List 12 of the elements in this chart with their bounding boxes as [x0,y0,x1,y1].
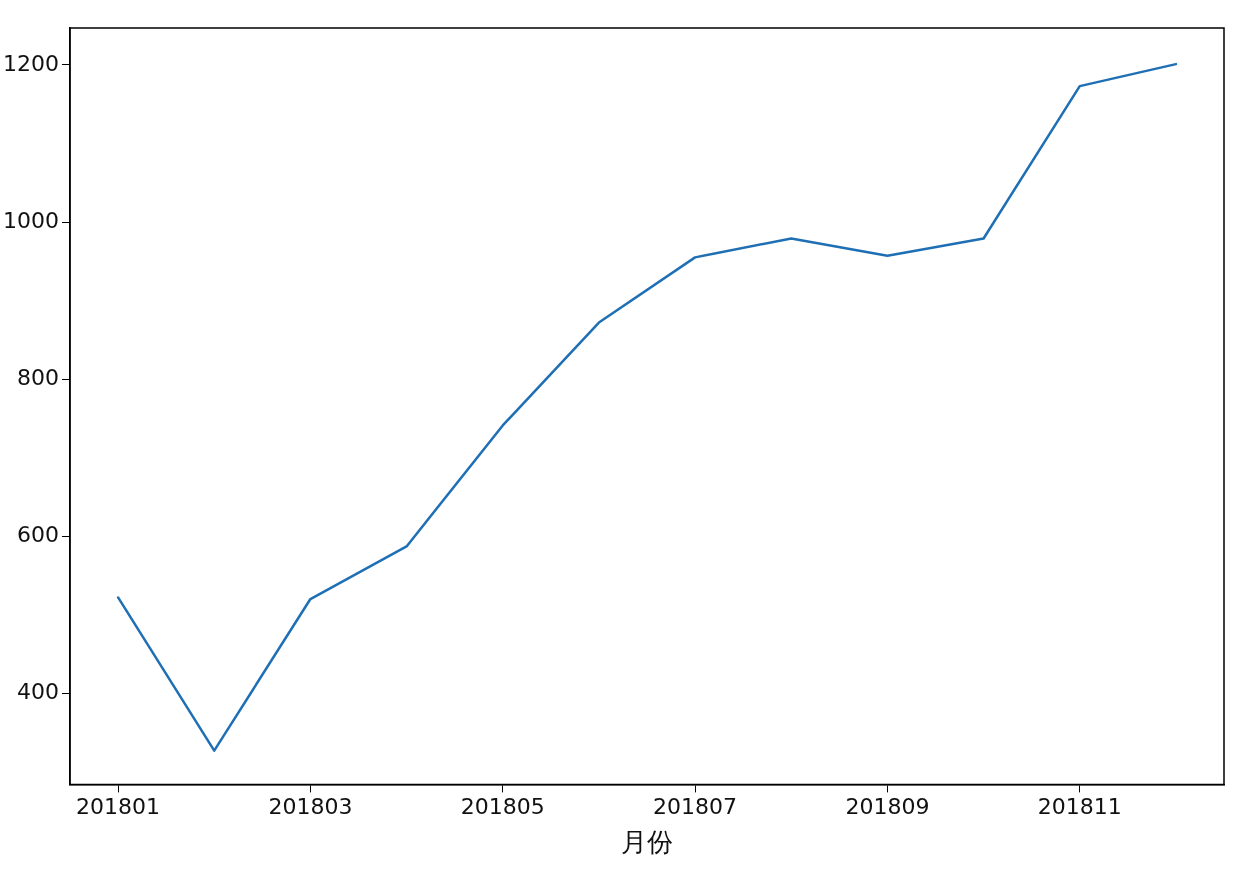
x-tick-label: 201801 [76,794,161,820]
x-axis-title: 月份 [620,827,673,858]
y-tick-label: 1200 [2,50,59,76]
x-tick-label: 201803 [268,794,353,820]
y-tick-label: 800 [16,364,59,390]
x-tick-label: 201805 [460,794,545,820]
x-tick-label: 201809 [845,794,930,820]
y-tick-label: 600 [16,521,59,547]
y-tick-label: 400 [16,679,59,705]
y-tick-label: 1000 [2,207,59,233]
x-tick-label: 201807 [653,794,738,820]
x-tick-label: 201811 [1037,794,1122,820]
